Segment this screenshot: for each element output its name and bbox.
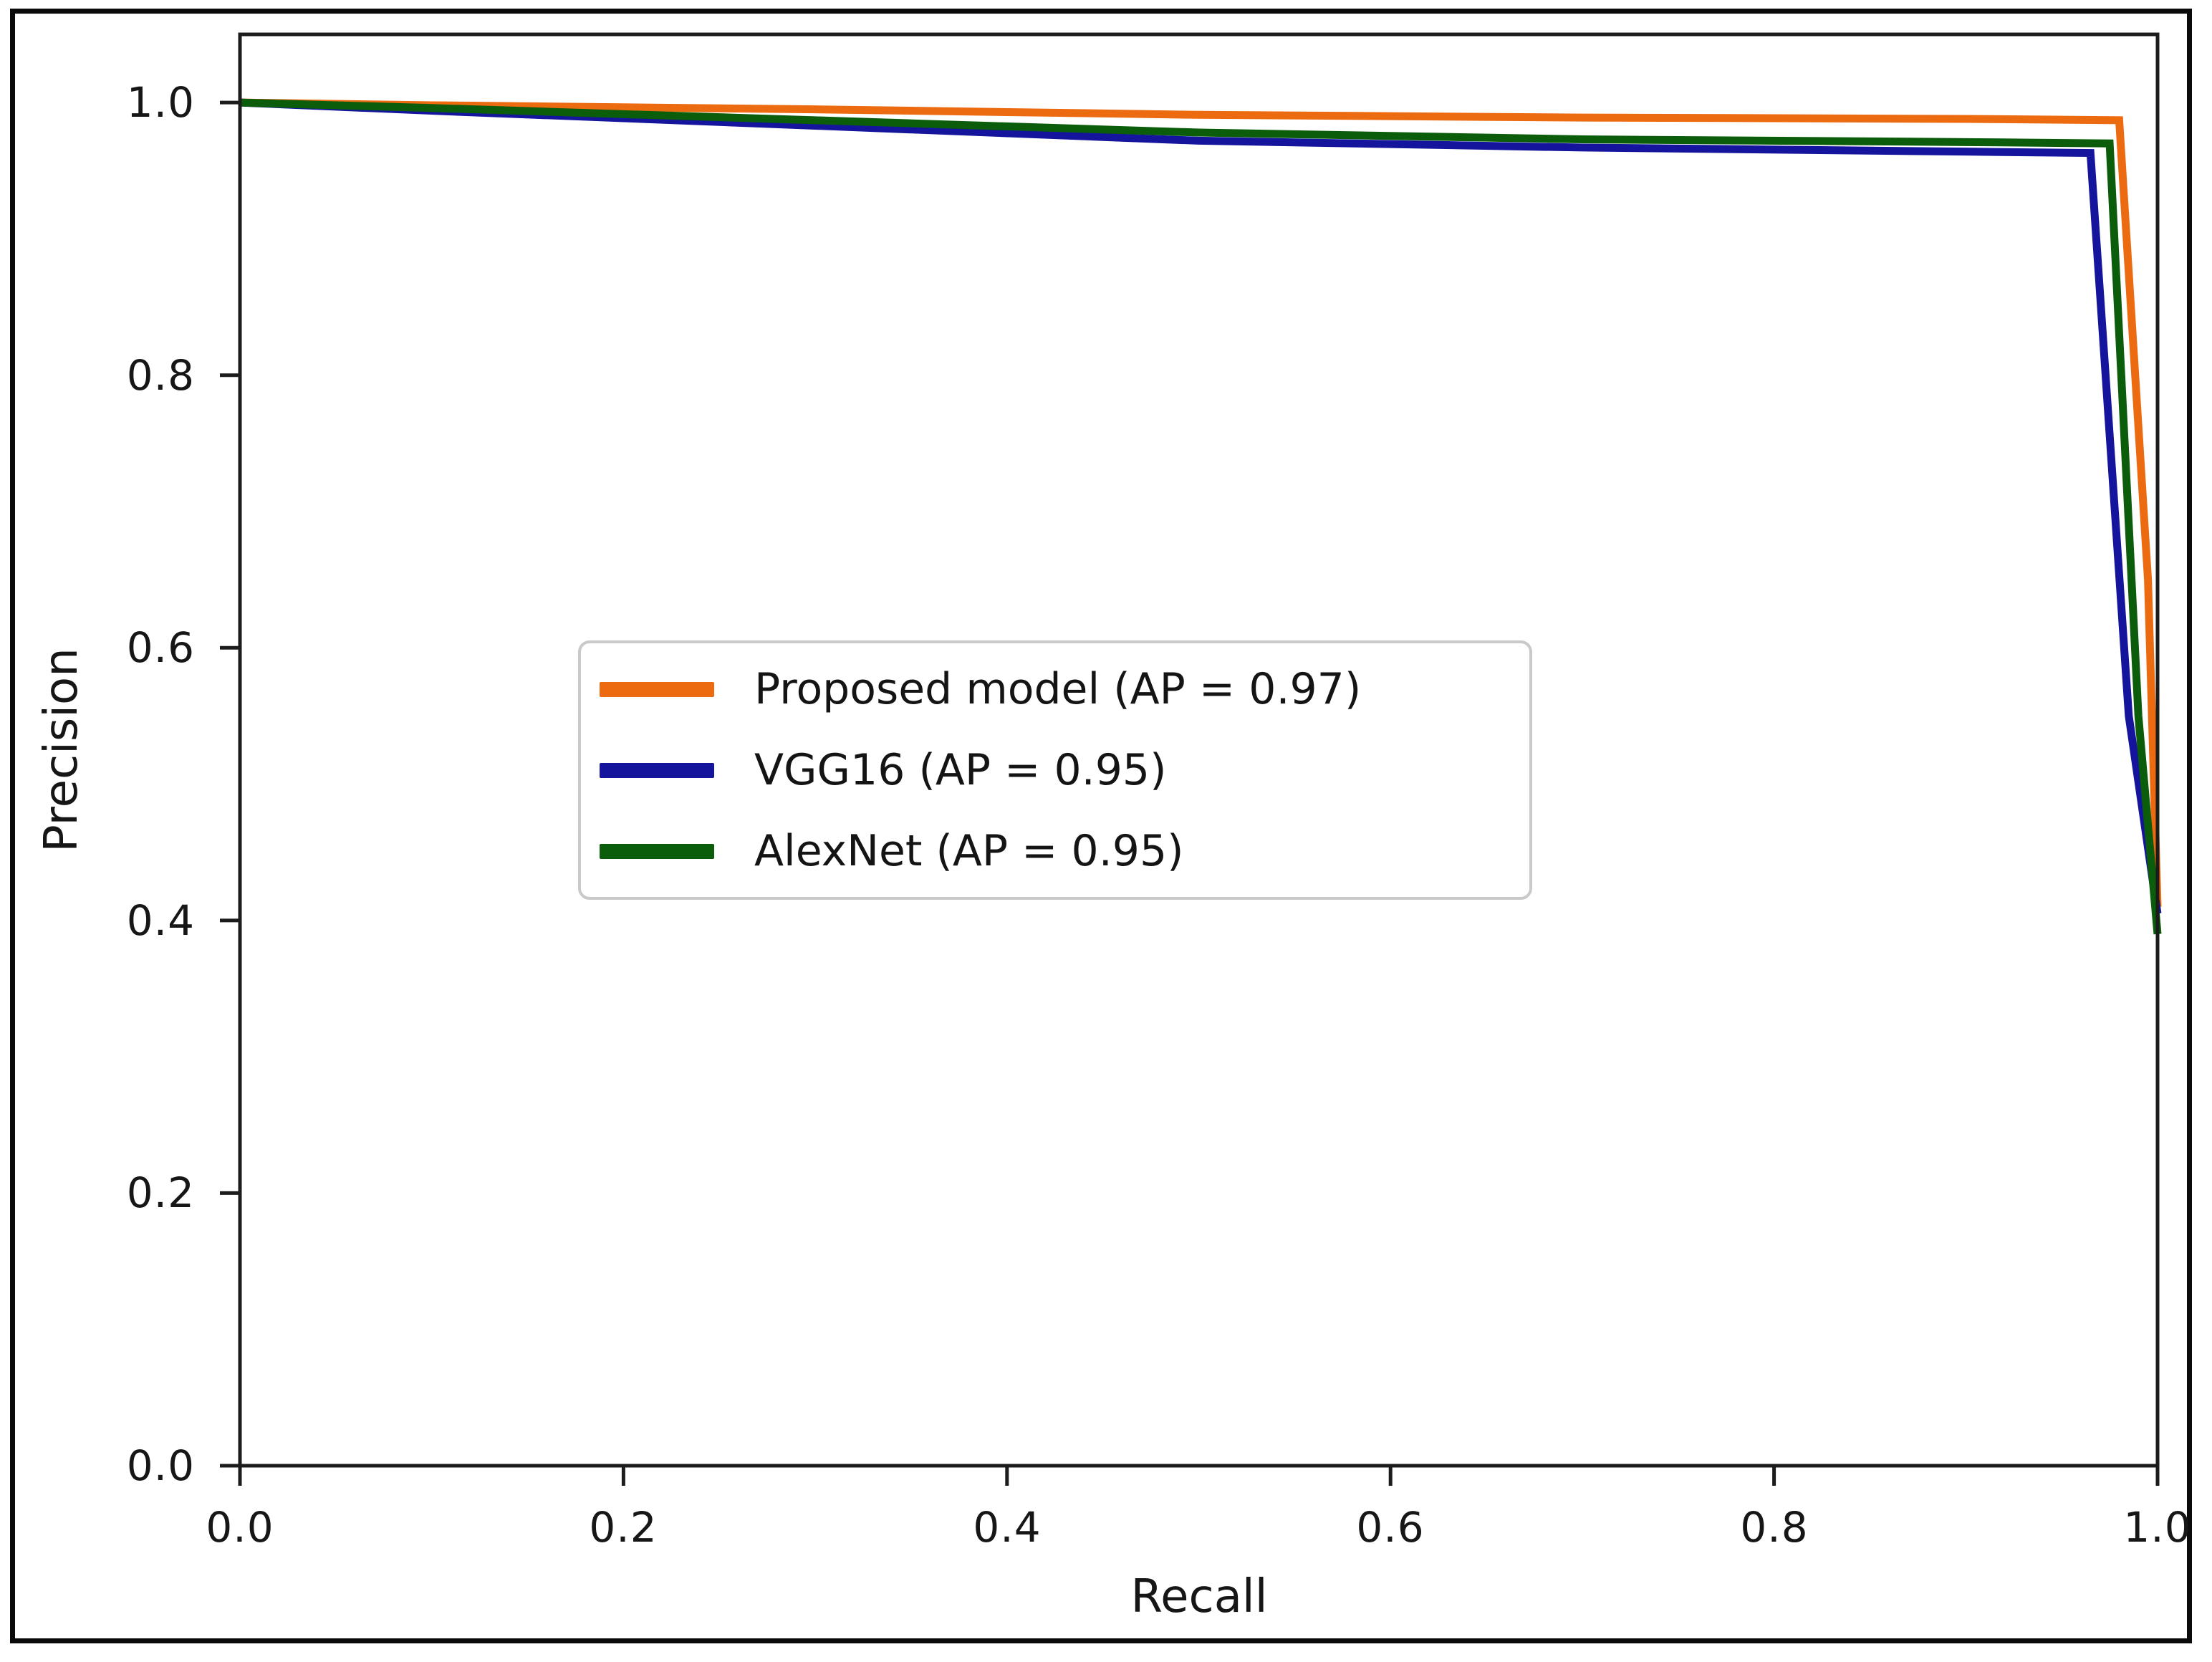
x-axis-title: Recall (1130, 1570, 1268, 1623)
legend-item-vgg16: VGG16 (AP = 0.95) (581, 730, 1529, 811)
y-tick-label: 0.4 (126, 896, 195, 945)
legend-swatch-alexnet (600, 843, 714, 859)
legend-label: VGG16 (AP = 0.95) (754, 745, 1167, 795)
y-axis-title: Precision (35, 648, 88, 852)
y-tick-label: 0.0 (126, 1441, 195, 1490)
y-tick-label: 0.2 (126, 1168, 195, 1217)
y-tick-label: 1.0 (126, 78, 195, 127)
curve-proposed-model (239, 98, 2162, 907)
y-tick-label: 0.8 (126, 351, 195, 400)
x-tick-label: 1.0 (2123, 1503, 2192, 1552)
x-tick-label: 0.0 (206, 1503, 274, 1552)
figure-border (10, 9, 2192, 1643)
legend-swatch-proposed-model (600, 681, 714, 697)
legend-box: Proposed model (AP = 0.97) VGG16 (AP = 0… (578, 640, 1532, 900)
curve-lines (239, 98, 2162, 935)
x-tick-label: 0.4 (973, 1503, 1042, 1552)
axes-spines (238, 32, 2160, 1468)
legend-label: AlexNet (AP = 0.95) (754, 826, 1184, 876)
legend-label: Proposed model (AP = 0.97) (754, 664, 1362, 714)
legend-swatch-vgg16 (600, 762, 714, 778)
axis-tick-marks (220, 100, 2160, 1486)
legend-item-alexnet: AlexNet (AP = 0.95) (581, 811, 1529, 892)
curve-alexnet (239, 98, 2162, 935)
legend-item-proposed-model: Proposed model (AP = 0.97) (581, 649, 1529, 730)
y-tick-label: 0.6 (126, 623, 195, 672)
x-tick-label: 0.6 (1356, 1503, 1425, 1552)
x-tick-label: 0.8 (1740, 1503, 1809, 1552)
x-tick-label: 0.2 (589, 1503, 658, 1552)
